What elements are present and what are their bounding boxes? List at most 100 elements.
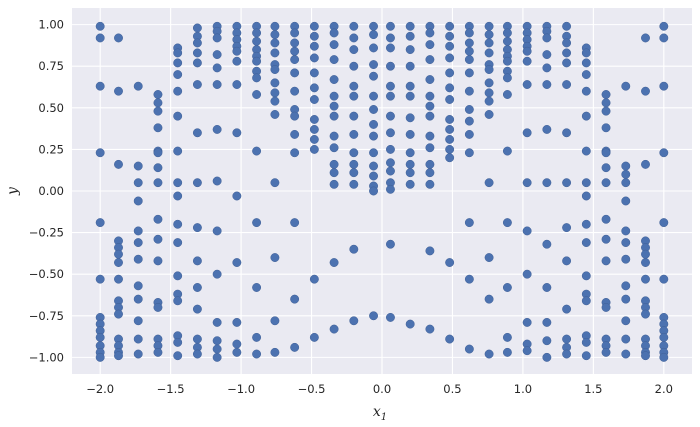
data-point — [425, 91, 435, 101]
data-point — [309, 95, 319, 104]
data-point — [386, 111, 395, 121]
data-point — [386, 166, 395, 176]
data-point — [484, 349, 494, 359]
data-point — [621, 349, 631, 359]
data-point — [173, 111, 183, 121]
data-point — [309, 274, 319, 284]
data-point — [95, 218, 105, 228]
data-point — [405, 113, 415, 123]
data-point — [270, 65, 280, 75]
data-point — [369, 105, 378, 114]
data-point — [386, 61, 395, 71]
data-point — [232, 191, 242, 201]
data-point — [309, 68, 319, 78]
data-point — [153, 123, 163, 133]
data-point — [522, 317, 532, 327]
data-point — [581, 238, 591, 248]
x-tick-labels: −2.0 −1.5 −1.0 −0.5 0.0 0.5 1.0 1.5 2.0 — [86, 382, 673, 396]
data-point — [621, 254, 631, 264]
data-point — [173, 86, 183, 96]
data-point — [581, 271, 591, 281]
data-point — [114, 309, 123, 319]
data-point — [464, 46, 474, 56]
data-point — [581, 219, 591, 229]
data-point — [114, 258, 123, 267]
data-point — [464, 38, 474, 48]
data-point — [425, 111, 435, 121]
data-point — [562, 256, 572, 266]
data-point — [601, 303, 611, 312]
data-point — [95, 33, 105, 43]
x-tick-label: −1.0 — [227, 382, 255, 396]
data-point — [601, 106, 611, 116]
y-tick-label: −0.50 — [29, 267, 64, 281]
data-point — [621, 281, 631, 291]
data-point — [133, 238, 143, 248]
data-point — [192, 223, 202, 233]
data-point — [522, 46, 532, 56]
x-tick-label: 1.5 — [584, 382, 602, 396]
data-point — [369, 148, 378, 158]
data-point — [153, 234, 163, 244]
data-point — [581, 70, 591, 79]
data-point — [133, 349, 143, 359]
data-point — [502, 90, 512, 99]
data-point — [621, 81, 631, 91]
data-point — [484, 21, 494, 31]
data-point — [562, 128, 572, 138]
data-point — [445, 31, 455, 41]
data-point — [173, 219, 183, 229]
data-point — [232, 347, 242, 357]
data-point — [659, 81, 669, 91]
data-point — [290, 46, 300, 56]
data-point — [522, 226, 532, 236]
y-tick-label: 0.00 — [38, 184, 64, 198]
y-tick-label: 1.00 — [38, 18, 64, 32]
data-point — [270, 110, 280, 119]
data-point — [192, 23, 202, 33]
data-point — [659, 21, 669, 31]
data-point — [329, 91, 339, 101]
x-tick-label: 2.0 — [655, 382, 673, 396]
data-point — [405, 45, 415, 55]
data-point — [445, 334, 455, 344]
data-point — [464, 218, 474, 228]
data-point — [252, 349, 262, 359]
data-point — [369, 21, 378, 31]
data-point — [153, 303, 163, 312]
data-point — [329, 258, 339, 267]
x-tick-label: 0.5 — [443, 382, 461, 396]
y-tick-label: 0.25 — [38, 142, 64, 156]
data-point — [562, 304, 572, 314]
data-point — [153, 106, 163, 116]
data-point — [502, 73, 512, 83]
data-point — [153, 98, 163, 108]
data-point — [212, 124, 222, 134]
data-point — [153, 256, 163, 266]
data-point — [153, 163, 163, 173]
data-point — [369, 91, 378, 101]
data-point — [173, 146, 183, 156]
data-point — [252, 28, 262, 38]
x-tick-label: 0.0 — [373, 382, 391, 396]
data-point — [212, 80, 222, 89]
data-point — [464, 68, 474, 78]
data-point — [464, 55, 474, 65]
data-point — [502, 218, 512, 228]
data-point — [522, 80, 532, 89]
data-point — [349, 21, 359, 31]
data-point — [232, 46, 242, 56]
data-point — [309, 124, 319, 134]
data-point — [484, 38, 494, 48]
y-tick-label: −0.25 — [29, 226, 64, 240]
data-point — [464, 129, 474, 139]
data-point — [173, 238, 183, 248]
data-point — [562, 178, 572, 188]
data-point — [114, 33, 123, 43]
data-point — [502, 28, 512, 38]
data-point — [369, 43, 378, 53]
data-point — [349, 111, 359, 121]
data-point — [621, 196, 631, 206]
data-point — [192, 48, 202, 58]
